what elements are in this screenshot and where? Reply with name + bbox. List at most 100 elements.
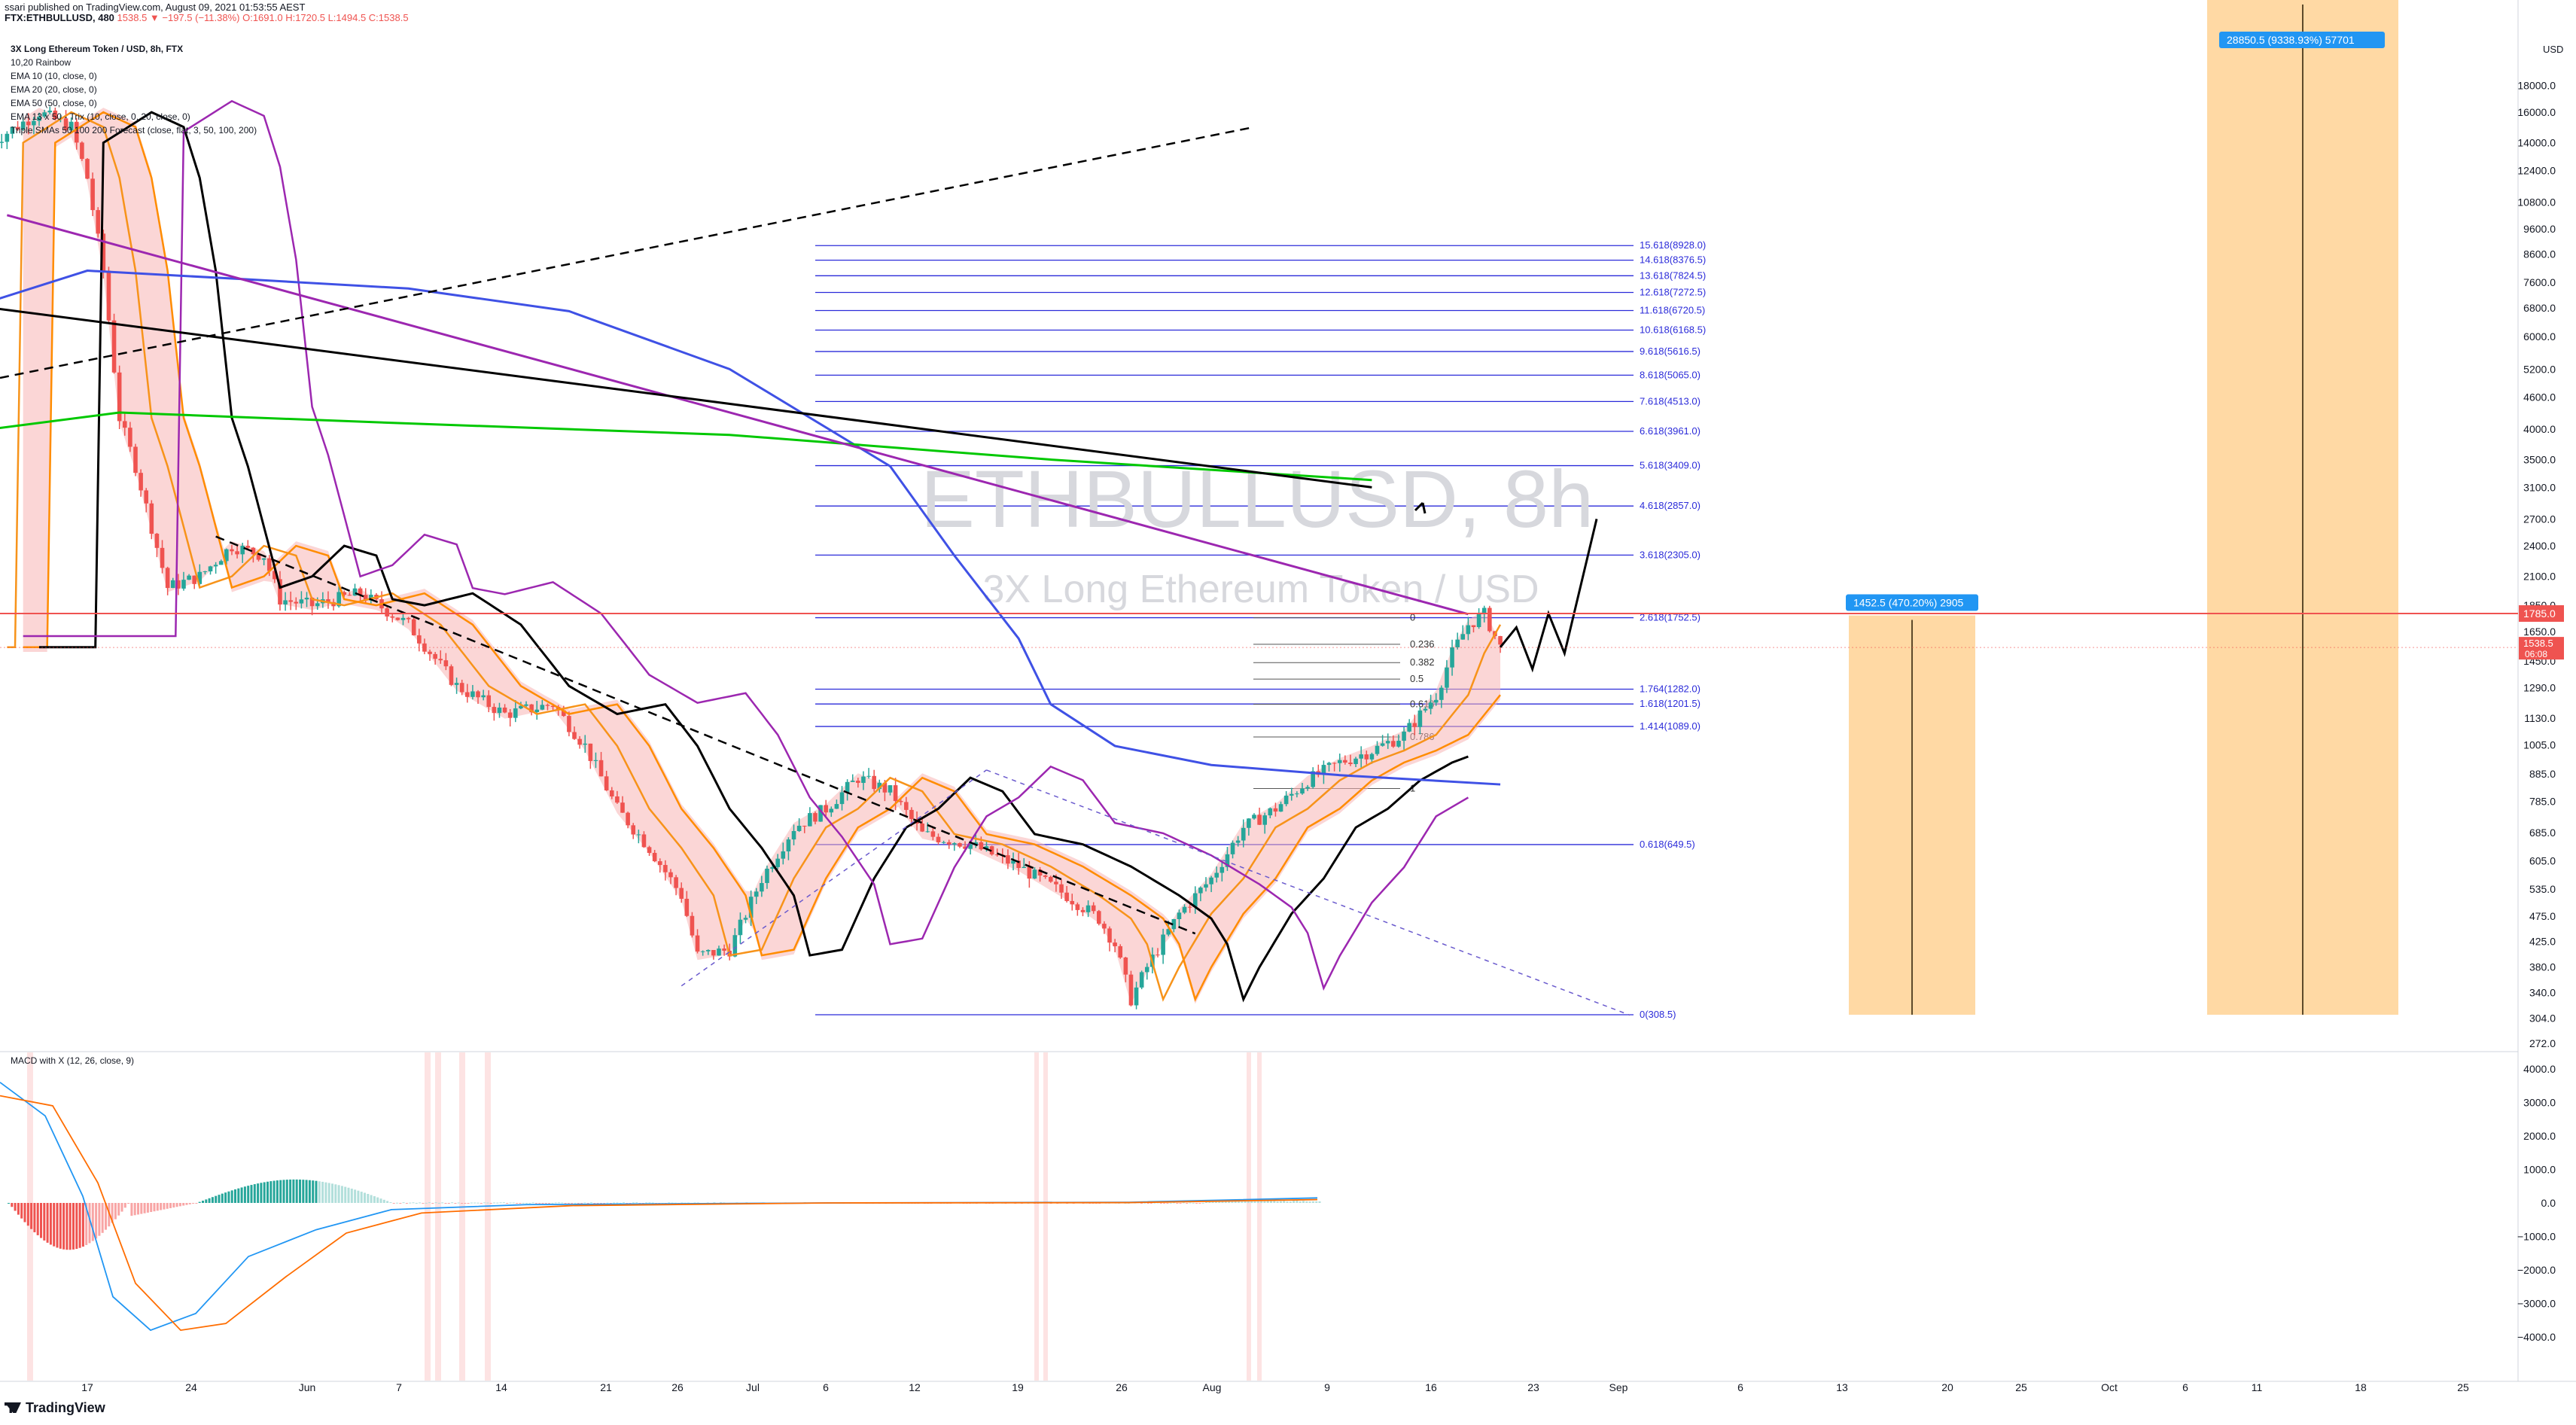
candle — [930, 827, 936, 841]
candle — [10, 126, 15, 139]
tradingview-logo-text: TradingView — [26, 1400, 105, 1415]
fib-ext-label: 15.618(8928.0) — [1640, 239, 1706, 251]
fib-ext-label: 14.618(8376.5) — [1640, 254, 1706, 266]
candle — [1086, 900, 1091, 918]
macd-bar — [1211, 1201, 1214, 1203]
candle-body — [1380, 743, 1385, 746]
macd-bar — [619, 1202, 622, 1204]
macd-bar — [1293, 1200, 1296, 1203]
macd-histogram — [8, 1179, 1321, 1250]
candle — [861, 771, 866, 790]
macd-bar — [1308, 1201, 1311, 1203]
macd-bar — [425, 1202, 428, 1204]
time-tick: 21 — [600, 1381, 612, 1393]
candle-body — [748, 897, 754, 918]
candle-body — [47, 110, 53, 113]
macd-bar — [108, 1203, 111, 1227]
candle-body — [411, 619, 416, 635]
macd-highlight-band — [425, 1052, 431, 1381]
time-tick: Jul — [746, 1381, 760, 1393]
watermark-desc: 3X Long Ethereum Token / USD — [982, 568, 1539, 611]
indicator-rainbow[interactable]: 10,20 Rainbow — [11, 57, 72, 68]
macd-bar — [1296, 1200, 1299, 1203]
candle-body — [218, 561, 224, 565]
macd-bar — [40, 1203, 42, 1238]
macd-bar — [451, 1202, 454, 1204]
candle — [352, 583, 358, 596]
candle-body — [315, 603, 320, 607]
macd-bar — [1231, 1201, 1234, 1203]
candle — [224, 548, 229, 565]
candle-body — [42, 112, 47, 117]
macd-bar — [95, 1203, 98, 1239]
indicator-ema-trix[interactable]: EMA 13 x 50 - Trix (10, close, 0, 20, cl… — [11, 111, 190, 122]
candle-body — [818, 805, 823, 822]
candle — [149, 500, 154, 540]
indicator-ema-50[interactable]: EMA 50 (50, close, 0) — [11, 98, 97, 108]
candle-body — [90, 178, 95, 211]
candle-body — [1337, 760, 1342, 763]
candle-body — [507, 712, 513, 718]
fib-ret-label: 0.5 — [1410, 673, 1423, 684]
candle-body — [1209, 877, 1213, 885]
candle-body — [770, 866, 775, 869]
candle — [1433, 693, 1439, 706]
macd-bar — [91, 1203, 94, 1241]
dashed-channel-line — [0, 126, 1250, 379]
macd-bar — [1250, 1201, 1253, 1203]
candle — [1283, 790, 1289, 807]
candle-body — [1273, 808, 1278, 812]
macd-bar — [269, 1181, 273, 1203]
candle-body — [588, 743, 593, 761]
candle-body — [369, 595, 373, 601]
time-tick: 23 — [1527, 1381, 1539, 1393]
macd-tick: 1000.0 — [2523, 1164, 2556, 1176]
candle — [856, 778, 860, 788]
candle-body — [952, 843, 957, 845]
candle-body — [1225, 854, 1230, 867]
macd-bar — [78, 1203, 81, 1248]
macd-highlight-band — [1043, 1052, 1048, 1381]
fib-ext-label: 1.764(1282.0) — [1640, 683, 1701, 694]
macd-bar — [616, 1202, 619, 1204]
candle — [176, 574, 181, 595]
indicator-ema-10[interactable]: EMA 10 (10, close, 0) — [11, 71, 97, 81]
macd-bar — [123, 1203, 126, 1208]
candle-body — [550, 705, 556, 708]
candle-body — [443, 660, 449, 667]
candle-body — [202, 571, 208, 573]
chart-title[interactable]: 3X Long Ethereum Token / USD, 8h, FTX — [11, 44, 184, 54]
candle-body — [208, 566, 213, 572]
macd-bar — [321, 1181, 324, 1203]
candle-body — [454, 683, 459, 685]
fib-ext-label: 8.618(5065.0) — [1640, 369, 1701, 380]
candle — [395, 617, 400, 621]
candle-body — [26, 121, 31, 126]
macd-bar — [1189, 1202, 1192, 1204]
candle — [299, 591, 304, 609]
macd-bar — [519, 1203, 522, 1204]
candle — [1032, 867, 1037, 879]
macd-bar — [69, 1203, 72, 1250]
candle — [1177, 909, 1182, 927]
time-tick: 25 — [2015, 1381, 2027, 1393]
macd-legend[interactable]: MACD with X (12, 26, close, 9) — [11, 1055, 135, 1066]
candle — [428, 649, 432, 661]
indicator-triple-sma[interactable]: Triple SMAs 50 100 200 Forecast (close, … — [11, 125, 257, 135]
candle-body — [251, 547, 256, 555]
candle — [824, 799, 828, 818]
macd-bar — [1156, 1202, 1159, 1204]
macd-bar — [422, 1203, 425, 1204]
candle — [1417, 707, 1423, 735]
macd-bar — [461, 1203, 463, 1204]
indicator-ema-20[interactable]: EMA 20 (20, close, 0) — [11, 84, 97, 95]
candle-body — [283, 600, 288, 605]
level-badge-label: 1785.0 — [2523, 607, 2556, 620]
candle-body — [1412, 723, 1417, 727]
macd-bar — [305, 1180, 308, 1203]
macd-bar — [412, 1202, 415, 1204]
macd-bar — [419, 1202, 422, 1204]
macd-bar — [596, 1203, 599, 1204]
macd-tick: −3000.0 — [2517, 1298, 2556, 1310]
